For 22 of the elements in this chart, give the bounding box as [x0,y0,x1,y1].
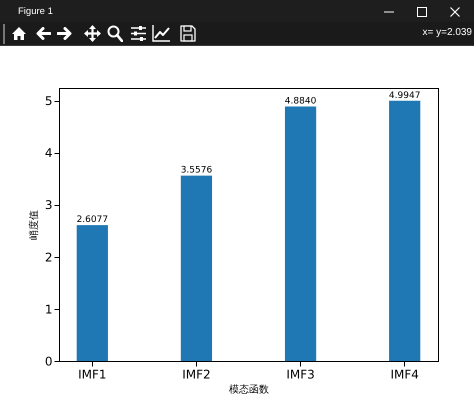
y-tick-label: 3 [44,198,52,212]
y-tick-label: 0 [44,354,52,368]
bar [284,106,316,361]
y-axis-title: 峭度值 [28,210,40,240]
bar [180,176,212,361]
data-label: 2.6077 [76,215,108,226]
data-label: 4.9947 [388,90,420,101]
y-tick-label: 2 [44,250,52,264]
x-tick-label: IMF2 [182,368,211,382]
x-tick-label: IMF3 [286,368,315,382]
x-tick-label: IMF1 [78,368,107,382]
y-tick-label: 4 [44,146,52,160]
x-tick-label: IMF4 [390,368,419,382]
x-axis-title: 模态函数 [229,384,269,396]
y-tick-label: 1 [44,302,52,316]
data-label: 3.5576 [180,166,212,176]
text: x= y=2.039 [422,27,472,38]
caption: Figure 1 [18,6,53,17]
data-label: 4.8840 [284,96,317,107]
y-tick-label: 5 [44,94,52,108]
bar [389,100,420,361]
bar [76,225,108,361]
